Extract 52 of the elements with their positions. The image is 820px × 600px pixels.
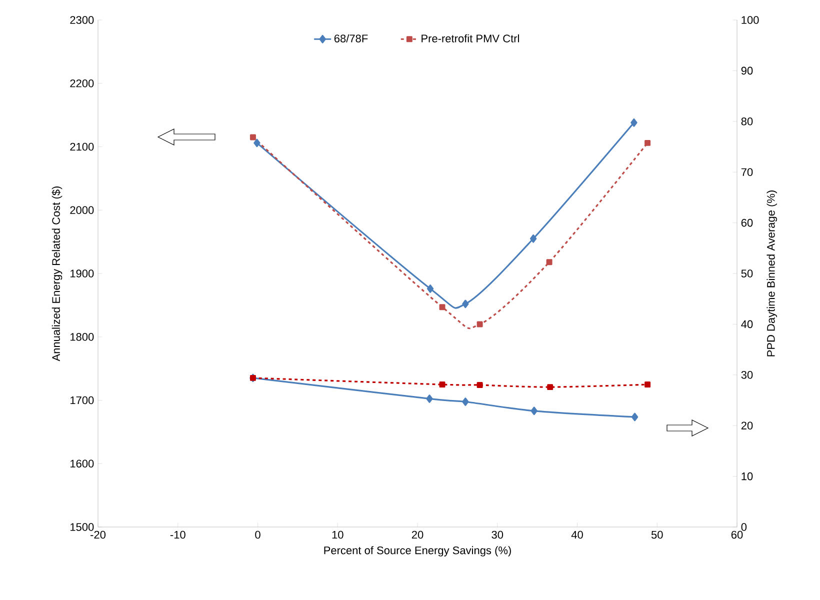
y-tick-label: 2200 bbox=[70, 79, 94, 88]
y-tick-label: 1600 bbox=[70, 460, 94, 468]
point bbox=[547, 384, 554, 390]
x-tick-label: 30 bbox=[492, 530, 504, 539]
point bbox=[250, 134, 256, 140]
y-tick-label: 2100 bbox=[70, 142, 94, 151]
y2-tick-label: 40 bbox=[741, 320, 753, 328]
x-tick-label: -20 bbox=[90, 530, 106, 539]
point bbox=[631, 412, 638, 422]
point bbox=[530, 234, 537, 243]
legend-label: 68/78F bbox=[334, 34, 368, 42]
x-tick-label: 20 bbox=[412, 530, 424, 539]
y2-tick-label: 60 bbox=[741, 218, 753, 227]
y2-tick-label: 90 bbox=[741, 66, 753, 75]
y-tick-label: 1700 bbox=[70, 396, 94, 404]
y-tick-label: 2000 bbox=[70, 206, 94, 214]
y2-tick-label: 80 bbox=[741, 117, 753, 126]
y-tick-label: 1900 bbox=[70, 270, 94, 278]
y-tick-label: 1500 bbox=[70, 523, 94, 531]
y-tick-label: 1800 bbox=[70, 332, 94, 341]
y2-tick-label: 20 bbox=[741, 422, 753, 430]
x-tick-label: 10 bbox=[332, 530, 344, 539]
x-tick-label: -10 bbox=[170, 530, 186, 539]
x-tick-label: 50 bbox=[651, 530, 663, 539]
point bbox=[476, 321, 483, 328]
y2-tick-label: 10 bbox=[742, 472, 753, 480]
point bbox=[439, 304, 446, 310]
y2-tick-label: 70 bbox=[741, 168, 753, 176]
x-tick-label: 60 bbox=[731, 530, 743, 539]
y2-tick-label: 100 bbox=[742, 16, 759, 24]
y-axis-title: Annualized Energy Related Cost ($) bbox=[52, 186, 62, 362]
y2-tick-label: 50 bbox=[741, 270, 753, 278]
y-tick-label: 2300 bbox=[70, 16, 94, 24]
point bbox=[462, 398, 469, 406]
point bbox=[426, 284, 434, 293]
point bbox=[439, 382, 446, 388]
point bbox=[476, 382, 483, 388]
x-tick-label: 0 bbox=[255, 530, 260, 539]
point bbox=[644, 382, 651, 388]
point bbox=[630, 118, 638, 127]
point bbox=[426, 394, 433, 403]
y2-tick-label: 0 bbox=[741, 523, 747, 531]
point bbox=[546, 259, 552, 266]
y2-tick-label: 30 bbox=[741, 370, 753, 379]
point bbox=[644, 140, 651, 146]
point bbox=[530, 406, 538, 416]
point bbox=[254, 138, 260, 148]
legend-label: Pre-retrofit PMV Ctrl bbox=[422, 34, 519, 42]
x-tick-label: 40 bbox=[571, 530, 583, 539]
point bbox=[462, 300, 469, 308]
x-axis-title: Percent of Source Energy Savings (%) bbox=[324, 546, 511, 556]
y2-axis-title: PPD Daytime Binned Average (%) bbox=[766, 190, 778, 356]
